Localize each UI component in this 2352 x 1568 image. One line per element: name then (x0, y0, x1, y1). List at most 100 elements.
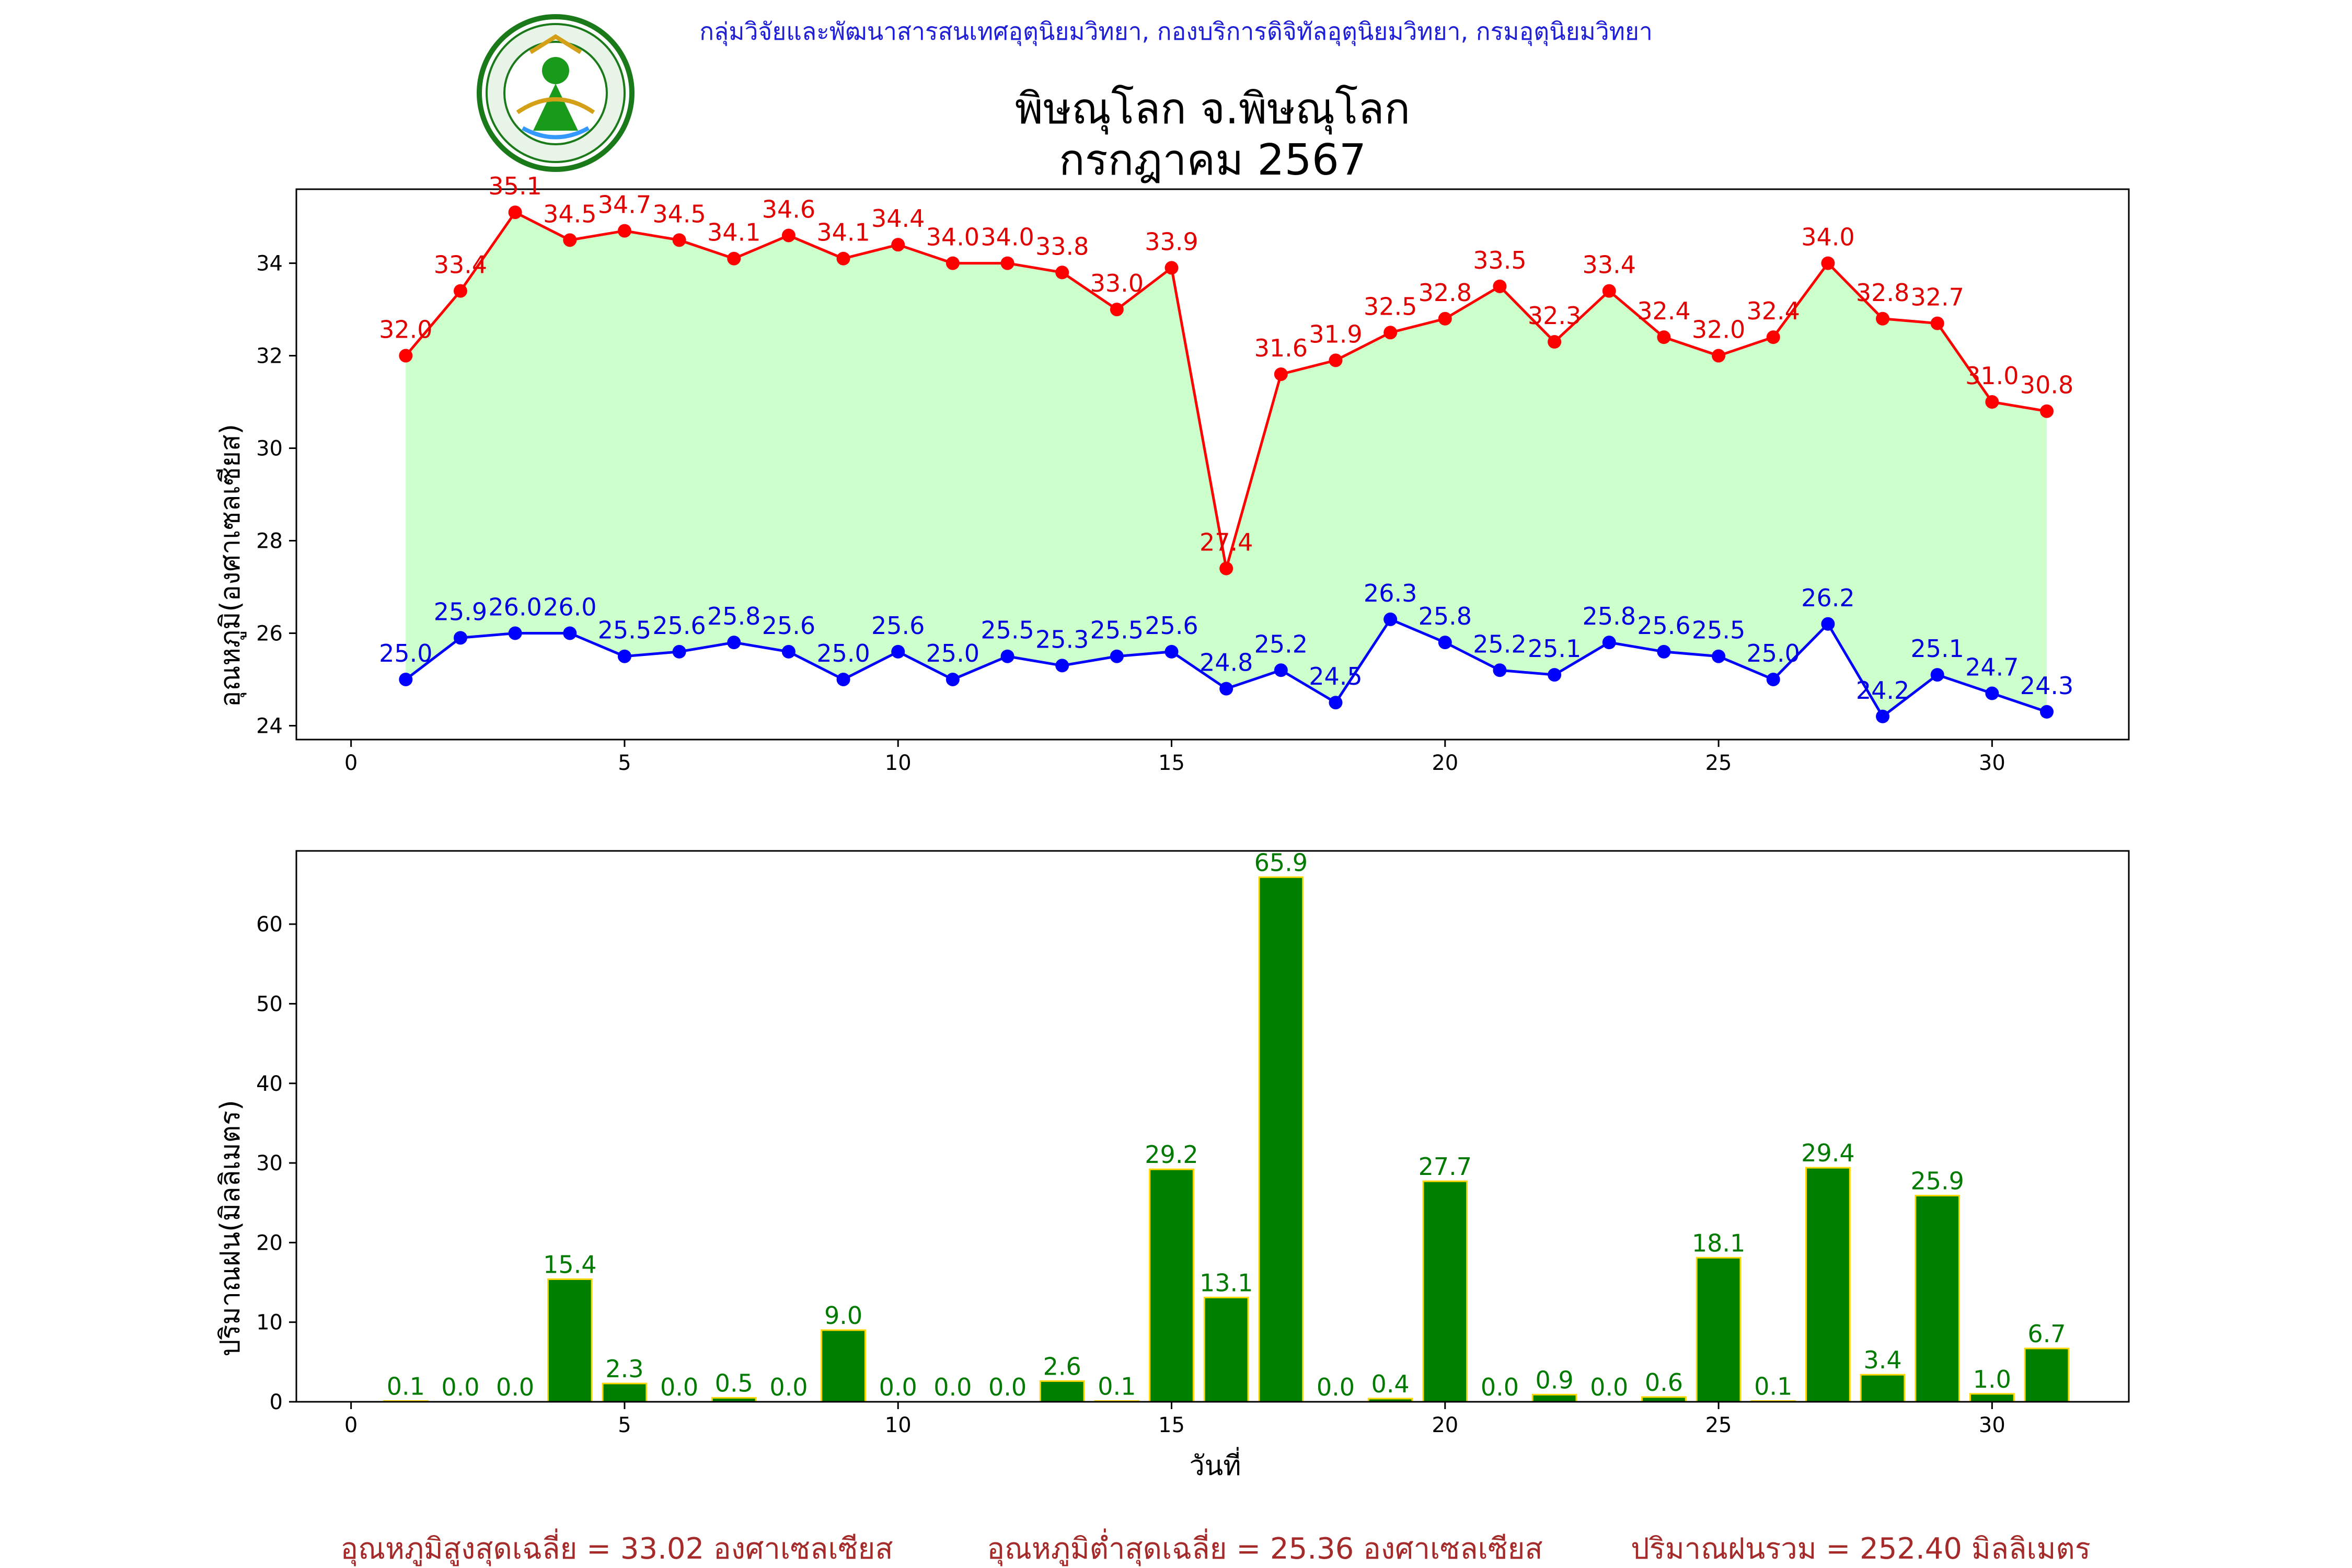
rainfall-data-label: 27.7 (1419, 1152, 1472, 1181)
chart-title-station: พิษณุโลก จ.พิษณุโลก (1015, 84, 1410, 135)
temperature-x-tick-label: 25 (1705, 751, 1732, 775)
min-temperature-data-label: 24.8 (1200, 649, 1253, 677)
total-rainfall: ปริมาณฝนรวม = 252.40 มิลลิเมตร (1631, 1532, 2091, 1566)
rainfall-data-label: 2.3 (605, 1355, 643, 1383)
min-temperature-point (1274, 663, 1288, 677)
min-temperature-point (1219, 682, 1233, 696)
max-temperature-point (946, 256, 960, 270)
temperature-x-tick-label: 0 (344, 751, 358, 775)
rainfall-bar (1696, 1256, 1742, 1403)
max-temperature-data-label: 32.4 (1747, 297, 1800, 325)
min-temperature-point (508, 626, 522, 640)
rainfall-data-label: 0.1 (387, 1372, 425, 1400)
min-temperature-data-label: 25.5 (981, 616, 1034, 644)
max-temperature-point (2040, 404, 2054, 418)
min-temperature-point (727, 636, 741, 650)
max-temperature-point (1055, 266, 1069, 280)
max-temperature-point (781, 228, 795, 243)
max-temperature-point (1821, 256, 1835, 270)
max-temperature-point (1657, 330, 1671, 344)
rainfall-data-label: 13.1 (1200, 1269, 1253, 1297)
rainfall-panel: 0.1 0.0 0.0 15.4 2.3 0.0 0.5 0.0 9.0 0.0 0.0 0.0 2.6… (256, 848, 2130, 1437)
max-temperature-point (891, 238, 905, 252)
min-temperature-data-label: 25.6 (871, 612, 925, 640)
min-temperature-data-label: 25.2 (1473, 630, 1526, 658)
rainfall-data-label: 3.4 (1863, 1346, 1901, 1374)
max-temperature-point (1000, 256, 1014, 270)
rainfall-data-label: 2.6 (1043, 1352, 1081, 1380)
max-temperature-data-label: 33.9 (1145, 227, 1198, 256)
rainfall-bar (1860, 1374, 1906, 1403)
rainfall-y-tick-label: 30 (256, 1151, 283, 1175)
rainfall-data-label: 25.9 (1910, 1167, 1964, 1195)
max-temperature-data-label: 31.9 (1309, 320, 1362, 348)
max-temperature-data-label: 34.5 (543, 200, 596, 228)
rainfall-y-tick-label: 40 (256, 1072, 283, 1096)
rainfall-y-axis-label: ปริมาณฝน(มิลลิเมตร) (215, 1100, 246, 1356)
max-temperature-data-label: 34.0 (981, 223, 1034, 251)
min-temperature-data-label: 25.6 (1145, 612, 1198, 640)
rainfall-bar (1258, 876, 1304, 1403)
max-temperature-data-label: 32.7 (1910, 283, 1964, 312)
rainfall-x-tick-label: 30 (1979, 1413, 2005, 1437)
rainfall-data-label: 0.0 (879, 1373, 917, 1401)
min-temperature-point (563, 626, 577, 640)
rainfall-data-label: 0.0 (1317, 1373, 1355, 1401)
max-temperature-data-label: 34.4 (871, 204, 925, 233)
rainfall-x-tick-label: 5 (618, 1413, 631, 1437)
rainfall-data-label: 1.0 (1973, 1365, 2011, 1393)
temperature-range-fill (406, 212, 2047, 717)
max-temperature-data-label: 32.3 (1528, 302, 1581, 330)
min-temperature-point (453, 631, 467, 645)
rainfall-bar (1531, 1393, 1577, 1403)
max-temperature-data-label: 32.5 (1364, 292, 1417, 320)
rainfall-plot-frame (295, 850, 2130, 1403)
temperature-x-tick-label: 15 (1158, 751, 1185, 775)
max-temperature-point (1493, 279, 1507, 293)
rainfall-y-tick-label: 0 (270, 1390, 283, 1414)
rainfall-x-tick-label: 25 (1705, 1413, 1732, 1437)
max-temperature-data-label: 31.0 (1965, 362, 2019, 390)
min-temperature-data-label: 26.0 (488, 593, 541, 621)
max-temperature-point (1602, 284, 1616, 298)
max-temperature-point (563, 233, 577, 247)
max-temperature-point (672, 233, 686, 247)
rainfall-bar (2024, 1347, 2070, 1403)
max-temperature-point (1930, 316, 1944, 330)
max-temperature-data-label: 33.5 (1473, 246, 1526, 274)
max-temperature-data-label: 32.4 (1637, 297, 1690, 325)
max-temperature-point (1383, 326, 1398, 340)
rainfall-bar (1915, 1195, 1961, 1403)
min-temperature-point (1930, 668, 1944, 682)
max-temperature-data-label: 30.8 (2020, 371, 2073, 399)
rainfall-bar (1969, 1393, 2015, 1403)
min-temperature-data-label: 25.5 (598, 616, 651, 644)
rainfall-y-tick-label: 20 (256, 1231, 283, 1255)
rainfall-data-label: 0.0 (660, 1373, 698, 1401)
max-temperature-point (1712, 349, 1726, 363)
min-temperature-point (1548, 668, 1562, 682)
rainfall-data-label: 0.1 (1754, 1372, 1792, 1400)
max-temperature-point (508, 205, 522, 220)
rainfall-bar (602, 1382, 648, 1403)
meteorological-department-logo (477, 14, 635, 172)
min-temperature-data-label: 25.8 (707, 602, 760, 630)
max-temperature-data-label: 33.4 (434, 251, 487, 279)
min-temperature-data-label: 24.5 (1309, 662, 1362, 690)
rainfall-y-tick-label: 50 (256, 992, 283, 1016)
rainfall-data-label: 0.0 (933, 1373, 972, 1401)
min-temperature-data-label: 25.0 (1747, 639, 1800, 667)
min-temperature-data-label: 25.6 (1637, 612, 1690, 640)
min-temperature-data-label: 26.3 (1364, 579, 1417, 607)
temperature-y-tick-label: 30 (256, 437, 283, 461)
temperature-x-tick-label: 20 (1432, 751, 1458, 775)
max-temperature-data-label: 33.4 (1583, 251, 1636, 279)
min-temperature-point (1657, 644, 1671, 659)
rainfall-y-tick-label: 10 (256, 1311, 283, 1335)
temperature-panel: 0 5 10 15 20 25 3024262830323432.033.435.134.5… (256, 172, 2130, 775)
max-temperature-data-label: 33.8 (1035, 232, 1089, 260)
rainfall-data-label: 0.6 (1645, 1368, 1683, 1397)
max-temperature-point (1766, 330, 1780, 344)
temperature-x-tick-label: 30 (1979, 751, 2005, 775)
temperature-y-tick-label: 34 (256, 252, 283, 276)
